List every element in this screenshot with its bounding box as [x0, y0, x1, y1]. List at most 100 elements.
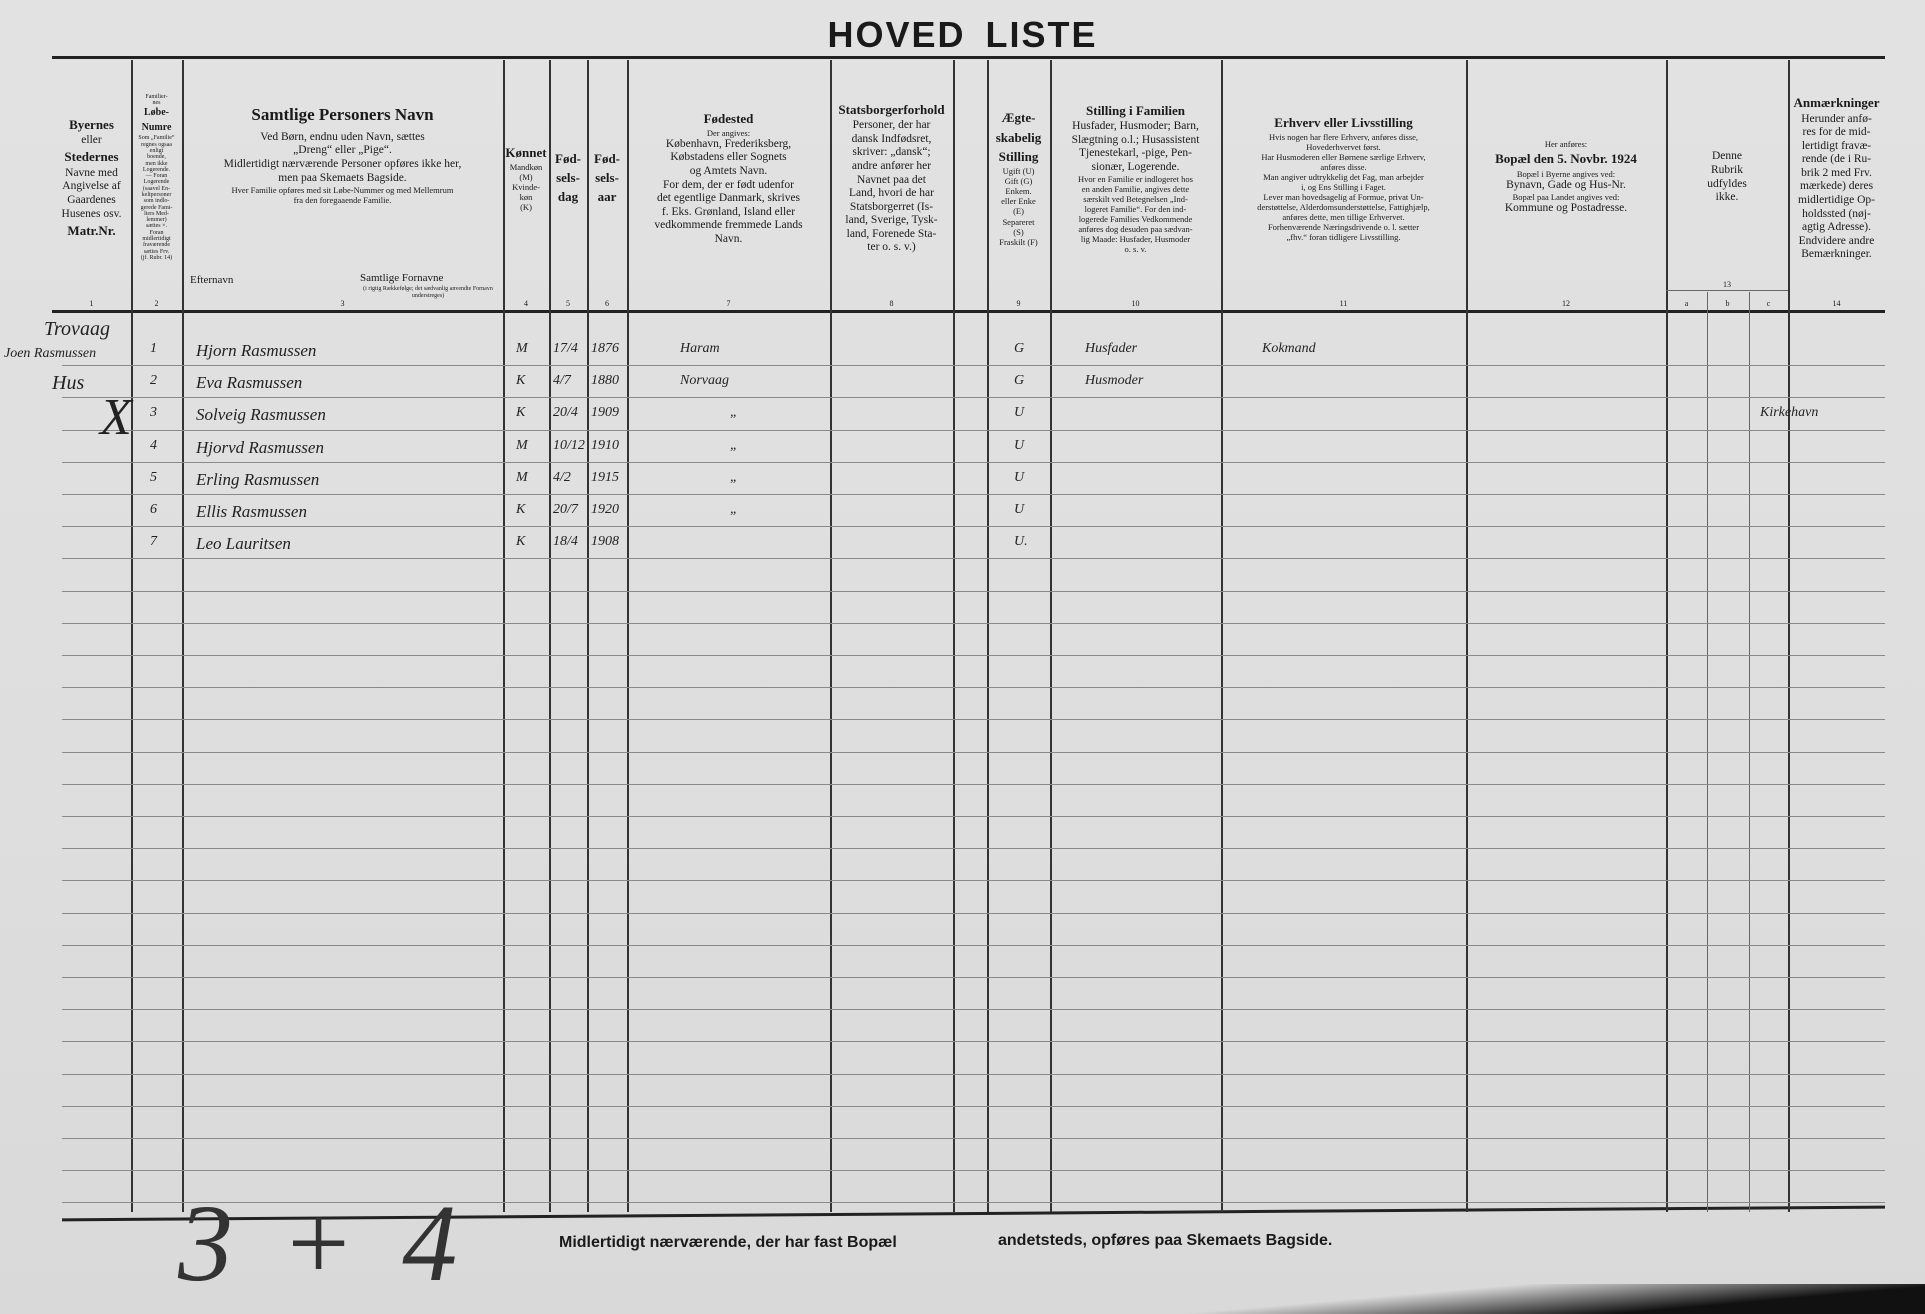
footer-note-right: andetsteds, opføres paa Skemaets Bagside… [998, 1232, 1333, 1249]
cell-occupation: Kokmand [1262, 341, 1316, 356]
cell-year: 1908 [591, 534, 619, 549]
cell-sex: M [516, 341, 528, 356]
cell-sex: K [516, 534, 526, 549]
cell-birthplace: Norvaag [680, 373, 729, 388]
header-line: Hver Familie opføres med sit Løbe-Nummer… [231, 185, 454, 196]
column-header-8: Statsborgerforhold Personer, der har dansk… [832, 60, 951, 295]
cell-position: Husmoder [1085, 373, 1144, 388]
header-line: Kommune og Postadresse. [1504, 202, 1628, 215]
row-line [62, 494, 1885, 495]
column-divider [587, 60, 589, 1212]
header-line: Lever man hovedsagelig af Formue, privat… [1263, 192, 1424, 203]
header-line: Navne med [65, 166, 118, 179]
header-line: Bemærkninger. [1801, 248, 1872, 261]
header-line: eller Enke [1001, 196, 1036, 207]
row-line [62, 1138, 1885, 1139]
column-header-12: Her anføres: Bopæl den 5. Novbr. 1924 Bopæ… [1468, 60, 1664, 295]
header-line: Kønnet [505, 144, 547, 160]
cell-sex: M [516, 470, 528, 485]
header-line: skabelig [995, 129, 1042, 145]
header-line: Stedernes [64, 149, 119, 165]
row-line [62, 591, 1885, 592]
column-number: 10 [1131, 299, 1140, 308]
header-line: sels- [556, 169, 580, 185]
cell-name: Solveig Rasmussen [196, 405, 326, 424]
row-line [62, 719, 1885, 720]
margin-owner: Joen Rasmussen [4, 346, 97, 361]
header-line: Endvidere andre [1798, 234, 1875, 247]
cell-day: 4/2 [553, 470, 571, 485]
header-line: Statsborgerforhold [838, 102, 945, 118]
column-number: 7 [726, 299, 731, 308]
header-line: Hvis nogen har flere Erhverv, anføres di… [1268, 132, 1419, 143]
column-divider [1788, 60, 1790, 1212]
header-line: lertidigt fravæ- [1801, 139, 1872, 152]
header-line: Slægtning o.l.; Husassistent [1071, 133, 1200, 146]
subheader-rule [1666, 290, 1788, 291]
cell-year: 1909 [591, 405, 619, 420]
cell-position: Husfader [1085, 341, 1138, 356]
header-line: liers Med- [144, 210, 169, 217]
header-line: sels- [595, 169, 619, 185]
header-line: „Dreng“ eller „Pige“. [293, 144, 392, 157]
header-line: Midlertidigt nærværende Personer opføres… [223, 158, 462, 170]
cell-birthplace: „ [730, 405, 738, 420]
column-divider [987, 60, 989, 1212]
margin-cross: X [100, 389, 132, 446]
row-line [62, 1202, 1885, 1203]
cell-day: 20/7 [553, 502, 578, 517]
header-line: Man angiver udtrykkelig det Fag, man arb… [1263, 172, 1424, 183]
row-line [62, 1009, 1885, 1010]
header-line: Separeret [1002, 216, 1035, 227]
header-line: Her anføres: [1544, 139, 1588, 150]
cell-name: Ellis Rasmussen [196, 502, 307, 521]
column-number: 9 [1016, 299, 1021, 308]
header-line: Matr.Nr. [67, 223, 116, 239]
header-line: Ægte- [1001, 110, 1036, 126]
header-line: Herunder anfø- [1801, 112, 1872, 125]
row-line [62, 945, 1885, 946]
column-header-blank [955, 60, 985, 295]
header-line: „fhv.“ foran tidligere Livsstilling. [1286, 232, 1401, 243]
subcolumn-label: b [1725, 299, 1730, 308]
column-header-4: Kønnet Mandkøn (M) Kvinde-køn (K) [505, 60, 547, 295]
cell-year: 1880 [591, 373, 619, 388]
header-line: Gift (G) [1004, 176, 1033, 187]
cell-marital: G [1014, 373, 1025, 388]
header-line: Erhverv eller Livsstilling [1274, 114, 1413, 130]
cell-day: 20/4 [553, 405, 578, 420]
cell-marital: G [1014, 341, 1025, 356]
row-line [62, 913, 1885, 914]
cell-marital: U [1014, 502, 1025, 517]
cell-birthplace: „ [730, 470, 738, 485]
header-line: Logerende [143, 179, 170, 186]
header-line: logeret Familie“. For den ind- [1084, 204, 1187, 215]
cell-marital: U [1014, 405, 1025, 420]
cell-name: Hjorvd Rasmussen [196, 438, 324, 457]
header-line: mærkede) deres [1799, 180, 1874, 193]
header-line: Husfader, Husmoder; Barn, [1072, 119, 1199, 132]
header-line: Som „Familie“ [138, 135, 175, 142]
column-number: 5 [566, 299, 570, 308]
row-line [62, 655, 1885, 656]
column-number: 3 [340, 299, 345, 308]
cell-nr: 6 [150, 502, 157, 517]
column-header-14: Anmærkninger Herunder anfø-res for de mid… [1790, 60, 1883, 295]
margin-type: Hus [52, 372, 85, 394]
header-line: Navn. [714, 232, 743, 245]
header-line: (M) [519, 172, 533, 183]
column-divider [549, 60, 551, 1212]
column-number: 2 [154, 299, 159, 308]
column-header-7: Fødested Der angives: København, Frederiks… [629, 60, 828, 295]
header-line: nes [152, 100, 161, 107]
header-line: Husenes osv. [61, 207, 122, 220]
row-line [62, 848, 1885, 849]
header-line: som indlo- [143, 198, 170, 205]
cell-day: 18/4 [553, 534, 578, 549]
page-title: HOVED LISTE [827, 14, 1098, 55]
header-line: fra den foregaaende Familie. [293, 195, 392, 206]
header-line: regnes ogsaa [141, 141, 172, 148]
row-line [62, 365, 1885, 366]
header-line: land, Sverige, Tysk- [845, 214, 938, 227]
header-line: sættes Frv. [143, 248, 170, 255]
